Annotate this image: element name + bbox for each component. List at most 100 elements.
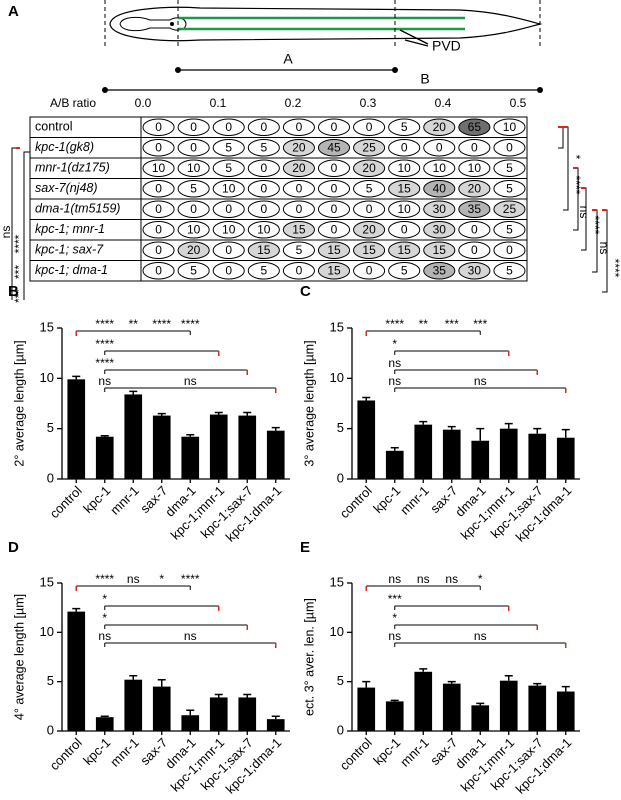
- cell-value: 0: [471, 222, 478, 236]
- axis-label: A/B ratio: [50, 96, 96, 110]
- cell-ellipse: [177, 159, 210, 177]
- annotation-label: ns: [388, 374, 401, 388]
- cell-value: 20: [362, 161, 376, 175]
- cell-value: 35: [468, 202, 482, 216]
- bar: [95, 436, 114, 479]
- error-bar: [129, 390, 138, 395]
- y-tick-label: 0: [337, 470, 344, 485]
- error-bar: [186, 433, 195, 437]
- cell-value: 0: [155, 243, 162, 257]
- cell-ellipse: [423, 221, 456, 239]
- y-axis-label: 3° average length [µm]: [302, 340, 316, 466]
- bracket: [581, 187, 587, 251]
- cell-ellipse: [282, 241, 315, 259]
- x-tick-label: kpc-1: [370, 735, 403, 768]
- cell-value: 0: [296, 202, 303, 216]
- cell-value: 10: [152, 161, 166, 175]
- y-tick-label: 0: [337, 722, 344, 737]
- cell-ellipse: [423, 241, 456, 259]
- annotation-label: ****: [181, 572, 200, 586]
- cell-ellipse: [388, 139, 421, 157]
- row-label: kpc-1; mnr-1: [35, 222, 105, 236]
- cell-value: 25: [503, 202, 517, 216]
- cell-value: 5: [506, 161, 513, 175]
- cell-ellipse: [282, 262, 315, 280]
- bar: [556, 691, 575, 731]
- cell-ellipse: [458, 262, 491, 280]
- cell-ellipse: [142, 200, 175, 218]
- cell-ellipse: [177, 262, 210, 280]
- cell-ellipse: [212, 221, 245, 239]
- cell-ellipse: [388, 221, 421, 239]
- cell-value: 40: [433, 181, 447, 195]
- bar: [181, 436, 200, 479]
- error-bar: [447, 425, 456, 430]
- annotation-label: *: [392, 337, 397, 351]
- x-tick-label: control: [47, 735, 85, 773]
- panel-label: A: [8, 3, 19, 20]
- cell-value: 0: [260, 120, 267, 134]
- cell-ellipse: [493, 180, 526, 198]
- cell-ellipse: [282, 200, 315, 218]
- segment-label: A: [283, 51, 293, 67]
- cell-ellipse: [493, 221, 526, 239]
- cell-value: 15: [362, 243, 376, 257]
- bracket: [23, 151, 30, 300]
- cell-ellipse: [388, 159, 421, 177]
- cell-value: 15: [327, 263, 341, 277]
- cell-ellipse: [423, 159, 456, 177]
- cell-value: 10: [398, 161, 412, 175]
- cell-ellipse: [282, 159, 315, 177]
- cell-value: 0: [471, 140, 478, 154]
- cell-value: 0: [155, 181, 162, 195]
- cell-ellipse: [493, 139, 526, 157]
- cell-ellipse: [458, 241, 491, 259]
- cell-ellipse: [493, 200, 526, 218]
- error-bar: [419, 420, 428, 425]
- x-tick-label: mnr-1: [107, 483, 142, 518]
- cell-value: 0: [331, 181, 338, 195]
- cell-value: 0: [260, 161, 267, 175]
- cell-ellipse: [353, 241, 386, 259]
- tick-label: 0.3: [360, 96, 377, 110]
- row-label: sax-7(nj48): [35, 181, 98, 195]
- tick-label: 0.2: [285, 96, 302, 110]
- cell-value: 0: [260, 202, 267, 216]
- cell-value: 10: [468, 161, 482, 175]
- cell-ellipse: [247, 241, 280, 259]
- error-bar: [100, 715, 109, 718]
- annotation-label: *: [159, 572, 164, 586]
- bar: [209, 414, 228, 479]
- significance-label: *: [569, 155, 583, 160]
- bar: [238, 697, 257, 731]
- x-tick-label: control: [337, 483, 375, 521]
- x-tick-label: control: [47, 483, 85, 521]
- cell-ellipse: [177, 118, 210, 136]
- bar: [124, 394, 143, 479]
- cell-value: 5: [225, 161, 232, 175]
- cell-ellipse: [493, 262, 526, 280]
- cell-value: 0: [260, 181, 267, 195]
- cell-ellipse: [317, 159, 351, 177]
- annotation-label: ns: [474, 374, 487, 388]
- cell-value: 0: [331, 222, 338, 236]
- cell-value: 0: [225, 243, 232, 257]
- cell-ellipse: [142, 159, 175, 177]
- annotation-label: ****: [95, 572, 114, 586]
- error-bar: [390, 699, 399, 702]
- tick-label: 0.0: [135, 96, 152, 110]
- cell-value: 5: [366, 181, 373, 195]
- cell-value: 0: [155, 263, 162, 277]
- cell-value: 0: [331, 202, 338, 216]
- annotation-label: ****: [181, 317, 200, 331]
- cell-value: 5: [260, 140, 267, 154]
- cell-ellipse: [458, 180, 491, 198]
- bar: [95, 717, 114, 731]
- y-tick-label: 10: [330, 370, 344, 385]
- annotation-label: ns: [98, 629, 111, 643]
- cell-ellipse: [247, 180, 280, 198]
- cell-ellipse: [493, 118, 526, 136]
- annotation-label: ***: [473, 317, 487, 331]
- cell-value: 0: [436, 140, 443, 154]
- cell-value: 5: [506, 181, 513, 195]
